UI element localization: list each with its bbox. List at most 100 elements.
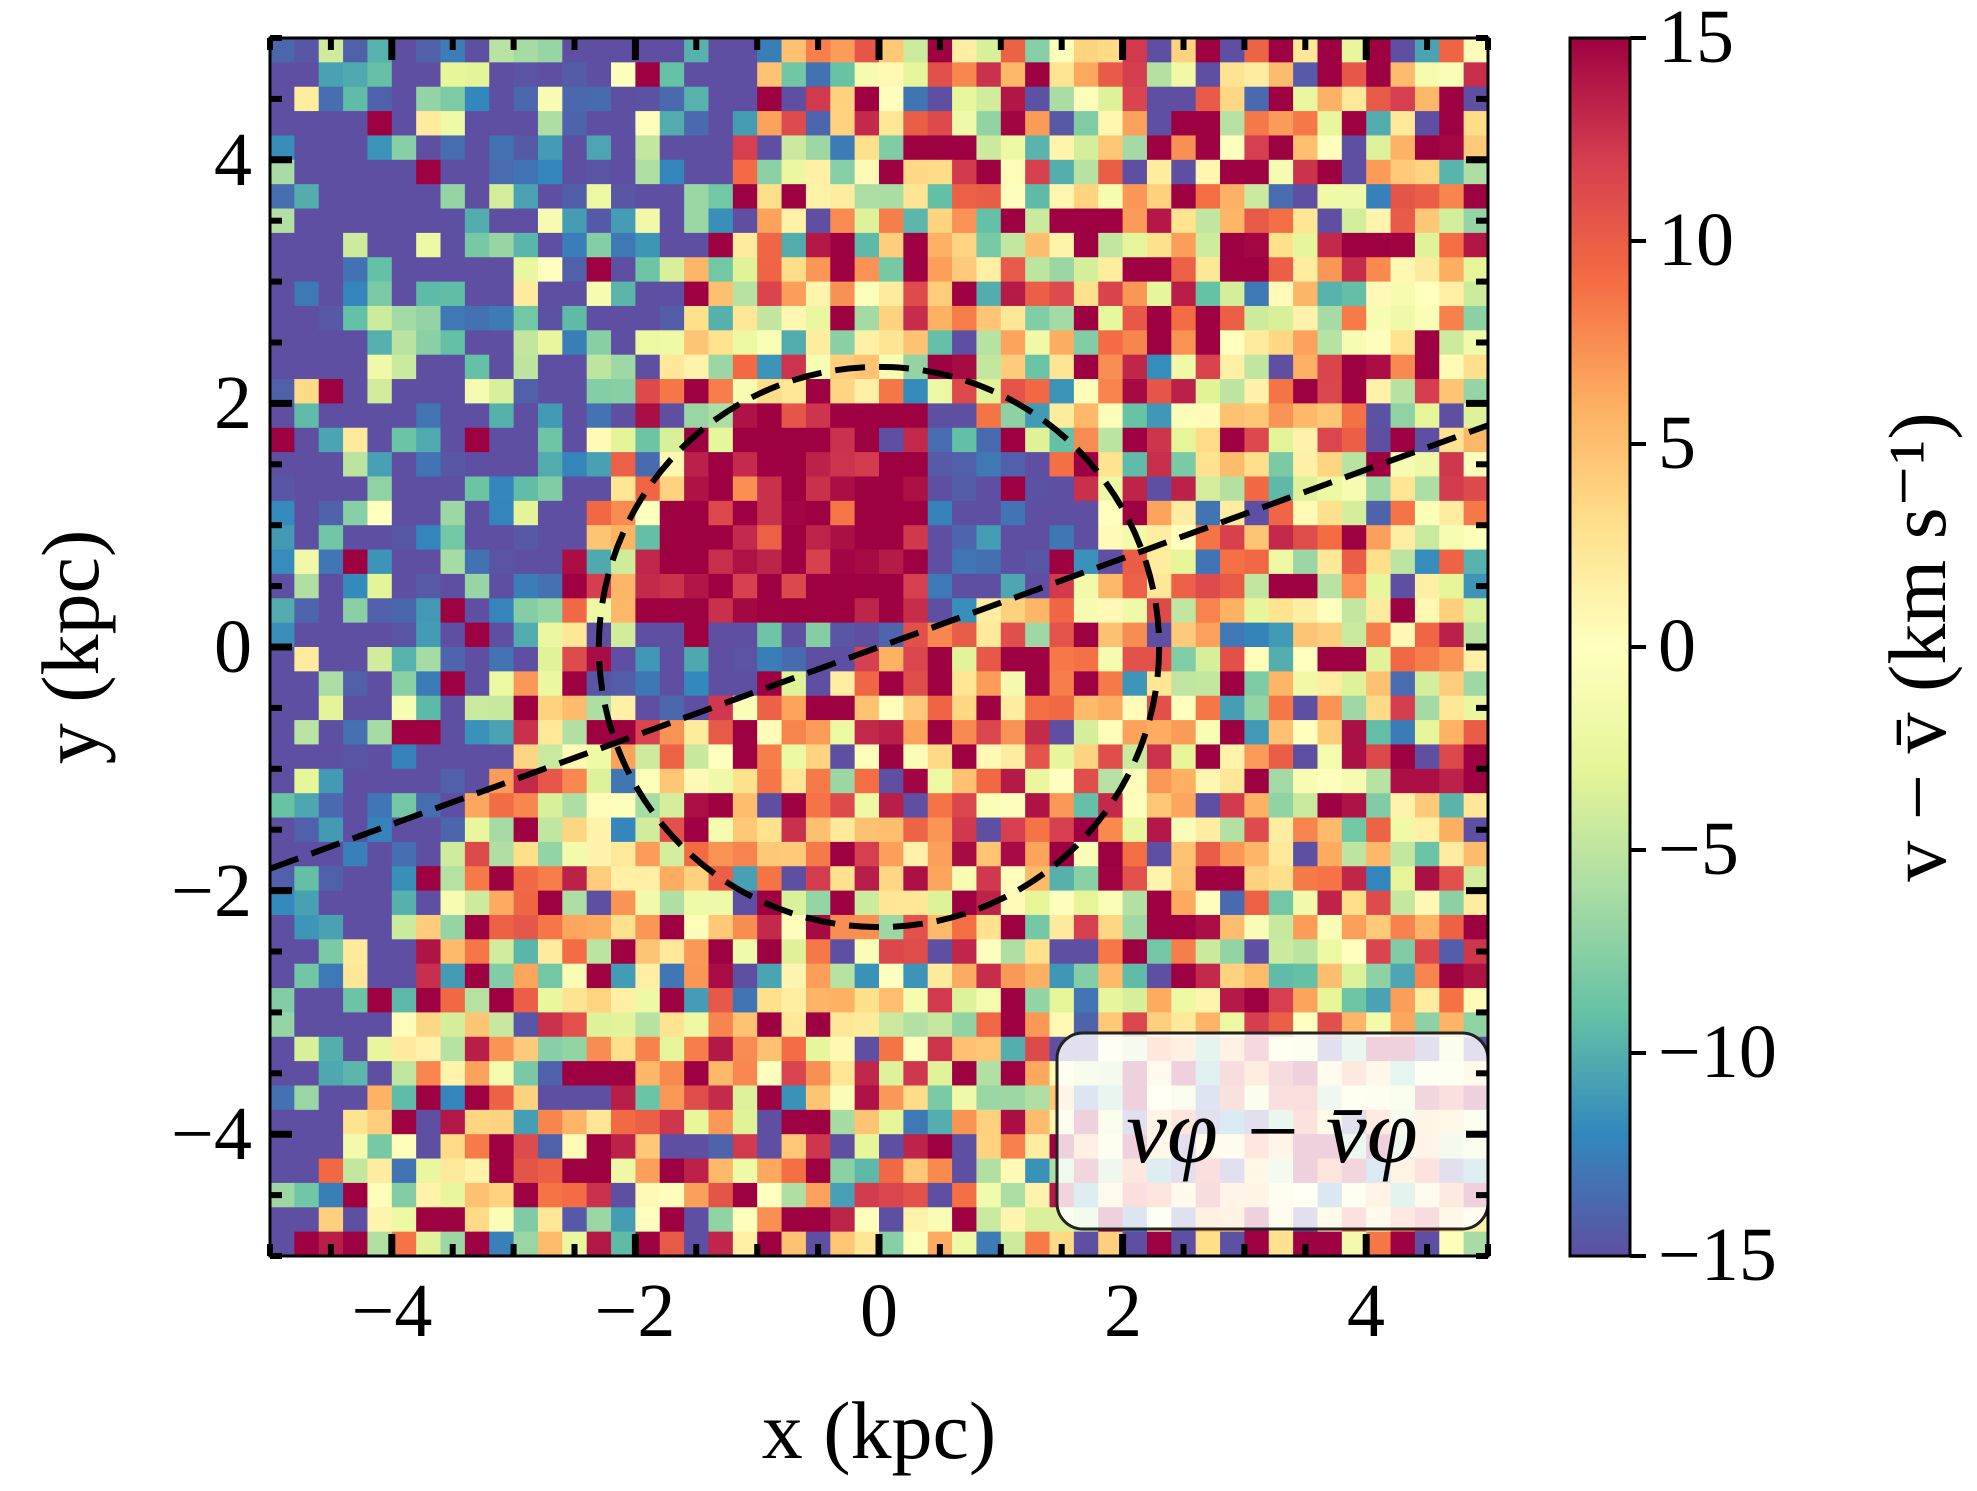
heatmap-cell <box>1195 866 1221 892</box>
heatmap-cell <box>976 135 1002 161</box>
heatmap-cell <box>391 184 417 210</box>
heatmap-cell <box>1220 720 1245 746</box>
heatmap-cell <box>903 671 929 697</box>
heatmap-cell <box>440 1158 466 1184</box>
heatmap-cell <box>440 111 466 137</box>
heatmap-cell <box>416 768 442 794</box>
heatmap-cell <box>1268 38 1294 63</box>
heatmap-cell <box>586 841 612 867</box>
heatmap-cell <box>976 354 1002 380</box>
heatmap-cell <box>1073 695 1099 721</box>
heatmap-cell <box>464 500 490 526</box>
heatmap-cell <box>1341 914 1367 940</box>
heatmap-cell <box>513 1207 539 1233</box>
heatmap-cell <box>391 963 417 989</box>
heatmap-cell <box>391 452 417 478</box>
heatmap-cell <box>830 1109 856 1135</box>
heatmap-cell <box>367 452 393 478</box>
heatmap-cell <box>781 135 807 161</box>
heatmap-cell <box>1146 988 1172 1013</box>
heatmap-cell <box>1439 573 1465 599</box>
heatmap-cell <box>903 257 929 283</box>
heatmap-cell <box>684 1012 710 1038</box>
heatmap-cell <box>1268 330 1294 356</box>
heatmap-cell <box>1366 647 1392 672</box>
heatmap-cell <box>708 330 734 356</box>
heatmap-cell <box>976 525 1002 551</box>
heatmap-cell <box>879 744 904 770</box>
heatmap-cell <box>732 111 758 137</box>
heatmap-cell <box>879 330 904 356</box>
heatmap-cell <box>1268 86 1294 112</box>
heatmap-cell <box>1293 622 1319 648</box>
heatmap-cell <box>635 525 661 551</box>
heatmap-cell <box>440 963 466 989</box>
heatmap-cell <box>1244 817 1270 843</box>
heatmap-cell <box>976 695 1002 721</box>
heatmap-cell <box>1341 939 1367 965</box>
heatmap-cell <box>659 379 685 404</box>
heatmap-cell <box>1268 208 1294 234</box>
heatmap-cell <box>854 159 880 185</box>
heatmap-cell <box>1146 866 1172 892</box>
heatmap-cell <box>537 914 563 940</box>
heatmap-cell <box>537 452 563 478</box>
heatmap-cell <box>416 354 442 380</box>
heatmap-cell <box>976 793 1002 819</box>
heatmap-cell <box>1414 817 1440 843</box>
heatmap-cell <box>1025 549 1051 575</box>
heatmap-cell <box>1049 647 1075 672</box>
heatmap-cell <box>1244 1231 1270 1256</box>
heatmap-cell <box>464 281 490 307</box>
heatmap-cell <box>1195 963 1221 989</box>
ytick-label: 0 <box>214 605 252 689</box>
heatmap-cell <box>343 257 369 283</box>
heatmap-cell <box>1049 1012 1075 1038</box>
heatmap-cell <box>830 573 856 599</box>
heatmap-cell <box>1463 793 1488 819</box>
heatmap-cell <box>513 135 539 161</box>
heatmap-cell <box>416 257 442 283</box>
heatmap-cell <box>1244 622 1270 648</box>
heatmap-cell <box>367 525 393 551</box>
heatmap-cell <box>684 232 710 258</box>
colorbar-tick-label: −5 <box>1658 807 1739 891</box>
heatmap-cell <box>1244 573 1270 599</box>
heatmap-cell <box>513 38 539 63</box>
heatmap-cell <box>732 427 758 453</box>
heatmap-cell <box>1146 379 1172 404</box>
heatmap-cell <box>1098 671 1124 697</box>
heatmap-cell <box>757 86 783 112</box>
heatmap-cell <box>659 111 685 137</box>
heatmap-cell <box>586 1109 612 1135</box>
heatmap-cell <box>1000 963 1026 989</box>
heatmap-cell <box>757 963 783 989</box>
heatmap-cell <box>1122 281 1148 307</box>
heatmap-cell <box>1268 622 1294 648</box>
heatmap-cell <box>367 549 393 575</box>
heatmap-cell <box>1220 232 1245 258</box>
heatmap-cell <box>270 963 295 989</box>
heatmap-cell <box>1146 38 1172 63</box>
heatmap-cell <box>1195 939 1221 965</box>
heatmap-cell <box>781 963 807 989</box>
heatmap-cell <box>318 452 344 478</box>
heatmap-cell <box>1293 159 1319 185</box>
heatmap-cell <box>440 866 466 892</box>
heatmap-cell <box>1220 963 1245 989</box>
heatmap-cell <box>562 647 588 672</box>
heatmap-cell <box>367 598 393 624</box>
heatmap-cell <box>367 281 393 307</box>
heatmap-cell <box>1414 866 1440 892</box>
heatmap-cell <box>611 208 636 234</box>
heatmap-cell <box>659 257 685 283</box>
heatmap-cell <box>1293 257 1319 283</box>
heatmap-cell <box>903 86 929 112</box>
heatmap-cell <box>879 866 904 892</box>
heatmap-cell <box>1390 232 1416 258</box>
heatmap-cell <box>1122 452 1148 478</box>
heatmap-cell <box>1195 573 1221 599</box>
heatmap-cell <box>952 768 978 794</box>
heatmap-cell <box>781 695 807 721</box>
heatmap-cell <box>781 305 807 331</box>
